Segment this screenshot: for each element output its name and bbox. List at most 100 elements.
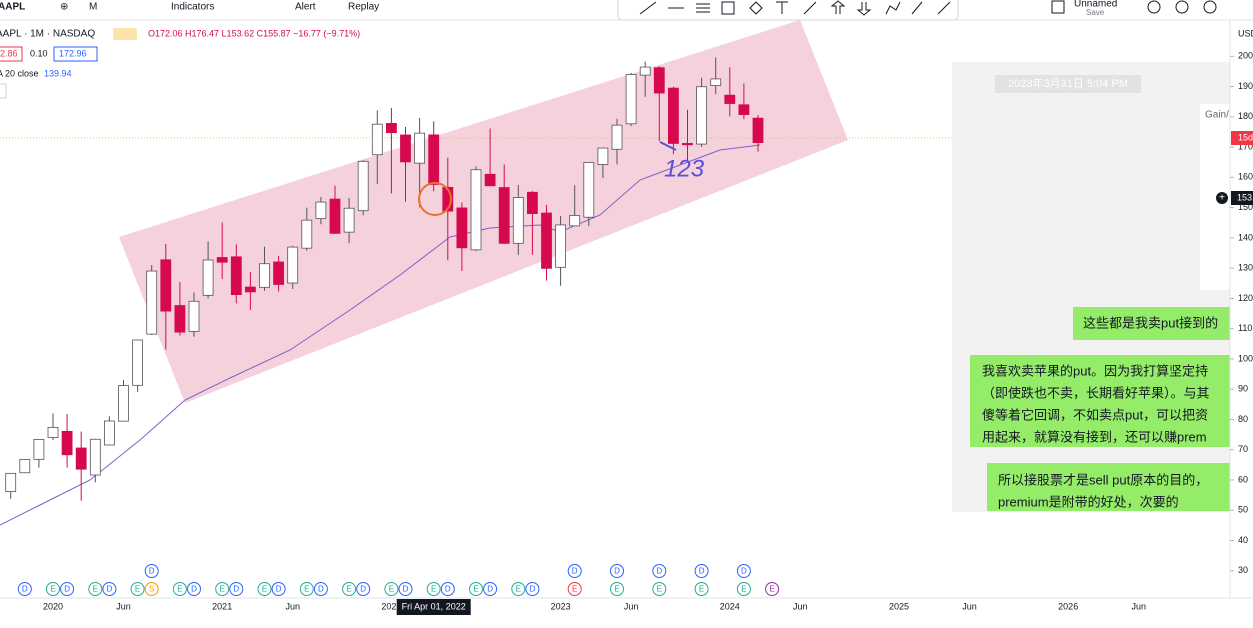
candle-body [315, 201, 327, 220]
candle-body [188, 300, 200, 332]
event-label: E [220, 585, 225, 594]
candle-body [541, 212, 552, 269]
event-label: D [656, 567, 662, 576]
event-label: D [360, 585, 366, 594]
price-badge-text: 15d [1238, 132, 1253, 142]
event-marker [694, 582, 709, 596]
x-tick-label: 2023 [551, 601, 571, 611]
symbol[interactable]: AAPL [0, 2, 25, 13]
x-tick-label: 2021 [212, 601, 232, 611]
event-marker [652, 582, 667, 596]
y-tick-label: 130 [1238, 263, 1253, 273]
cursor-badge-text: 153. [1237, 192, 1253, 202]
candle-body [216, 257, 228, 263]
event-marker [102, 582, 117, 596]
event-label: D [276, 585, 282, 594]
event-label: D [614, 567, 620, 576]
drawing-toolbar [617, 0, 959, 21]
chat-line: 所以接股票才是sell put原本的目的， [998, 472, 1208, 487]
save[interactable]: Save [1086, 8, 1105, 17]
alert[interactable]: Alert [295, 2, 316, 13]
search[interactable] [1147, 0, 1161, 14]
candle-body [653, 67, 665, 94]
chat-overlay: 2023年3月31日 5:04 PM Gain/ 这些都是我卖put接到的我喜欢… [952, 62, 1230, 512]
drawing-tools[interactable] [639, 0, 951, 16]
candle-body [527, 191, 538, 214]
candle-body [583, 162, 595, 218]
candle-body [724, 94, 736, 104]
candle-body [273, 261, 285, 285]
add-button[interactable] [1216, 192, 1228, 204]
layout-name[interactable]: Unnamed [1074, 0, 1117, 10]
candle-body [357, 160, 369, 212]
candle-body [174, 305, 186, 333]
event-marker [652, 564, 667, 578]
x-tick-label: Jun [285, 601, 300, 611]
y-tick-label: 60 [1238, 474, 1248, 484]
x-tick-label: 2020 [43, 601, 63, 611]
interval[interactable]: M [89, 2, 97, 13]
candle-body [414, 132, 426, 164]
event-label: D [403, 585, 409, 594]
event-label: E [516, 585, 521, 594]
event-label: E [346, 585, 351, 594]
replay[interactable]: Replay [348, 2, 379, 13]
event-label: D [107, 585, 113, 594]
x-tick-label: Jun [962, 601, 977, 611]
event-marker [694, 564, 709, 578]
candle-body [738, 104, 750, 115]
event-label: E [389, 585, 394, 594]
y-tick-label: 170 [1238, 141, 1253, 151]
candle-body [33, 438, 45, 460]
event-label: D [530, 585, 536, 594]
event-marker [130, 582, 145, 596]
gain-label: Gain/ [1205, 110, 1229, 121]
price-axis [1230, 20, 1253, 623]
candle-body [202, 259, 214, 296]
event-label: E [304, 585, 309, 594]
event-label: E [135, 585, 140, 594]
event-marker [88, 582, 103, 596]
y-tick-label: 100 [1238, 353, 1253, 363]
event-marker [426, 582, 441, 596]
candle-body [61, 430, 73, 456]
event-marker [610, 564, 624, 578]
indicators[interactable]: Indicators [171, 2, 214, 13]
event-label: E [473, 585, 478, 594]
candle-body [470, 169, 482, 251]
ma-line [0, 144, 761, 526]
legend-title: AAPL · 1M · NASDAQ [0, 29, 95, 40]
candle-body [428, 134, 440, 185]
event-marker [610, 582, 624, 596]
add-symbol[interactable]: ⊕ [60, 2, 68, 13]
settings[interactable] [1175, 0, 1189, 14]
event-marker [229, 582, 244, 596]
y-tick-label: 120 [1238, 293, 1253, 303]
event-marker [440, 582, 455, 596]
y-axis: 30 40 50 60 70 80 90 100 110 120 130 140 150 160 170 18… [1230, 51, 1253, 575]
x-tick-label: 2025 [889, 601, 909, 611]
event-label: D [233, 585, 239, 594]
y-tick-label: 90 [1238, 384, 1248, 394]
checkbox[interactable] [1051, 0, 1065, 14]
event-marker [567, 582, 582, 596]
candle-body [639, 66, 651, 76]
y-tick-label: 30 [1238, 565, 1248, 575]
collapse[interactable] [0, 83, 7, 99]
candle-body [47, 426, 59, 438]
y-tick-label: 110 [1238, 323, 1252, 333]
event-marker [483, 582, 498, 596]
event-marker [469, 582, 483, 596]
event-marker [384, 582, 399, 596]
x-tick-label: Jun [1131, 601, 1146, 611]
event-marker [17, 582, 32, 596]
event-label: D [22, 585, 28, 594]
y-tick-label: 80 [1238, 414, 1248, 424]
currency: USD [1238, 28, 1253, 38]
event-marker [342, 582, 357, 596]
add-icon: + [1219, 193, 1225, 204]
event-marker [299, 582, 314, 596]
camera[interactable] [1203, 0, 1217, 14]
